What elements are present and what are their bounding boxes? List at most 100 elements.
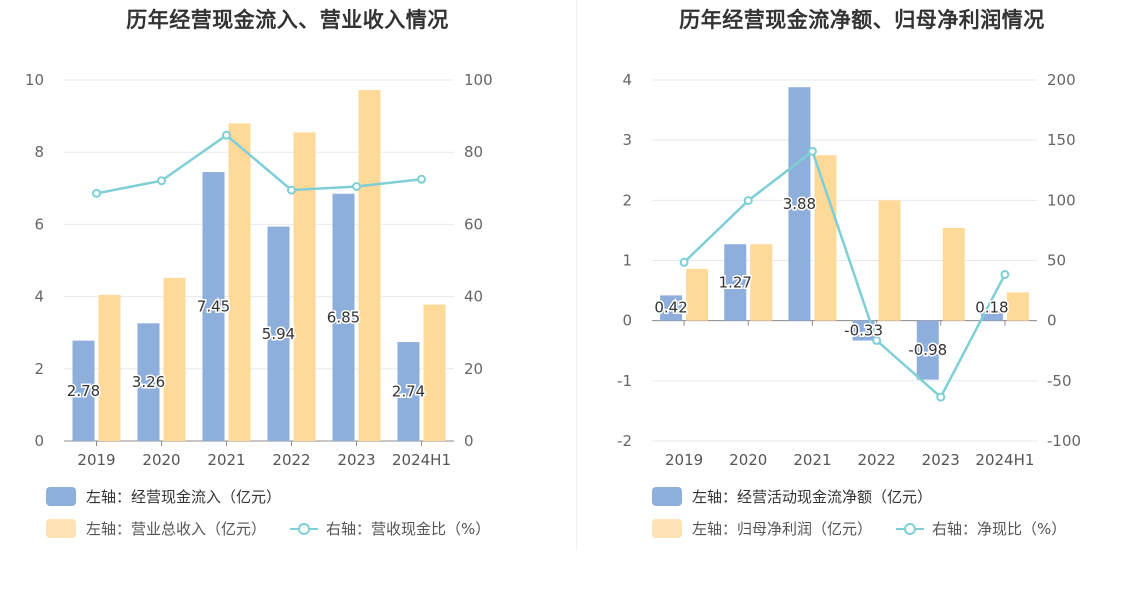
y-left-tick-label: -1 [617, 372, 632, 390]
bar-data-label: 3.26 [132, 373, 165, 391]
bar-blue [202, 172, 225, 441]
x-tick-label: 2023 [922, 451, 960, 469]
y-right-tick-label: -100 [1047, 432, 1081, 450]
legend-label-inflow: 左轴：经营现金流入（亿元） [86, 488, 282, 506]
legend-item-net-ratio[interactable]: 右轴：净现比（%） [896, 518, 1066, 539]
chart-panel-left: 历年经营现金流入、营业收入情况 0 2 4 6 8 10 0 20 40 60 80 100 2019 2… [25, 8, 514, 539]
legend-row-1-left: 左轴：经营现金流入（亿元） [46, 486, 305, 507]
bar-data-label: 2.74 [392, 383, 425, 401]
bar-orange [358, 90, 381, 441]
y-right-tick-label: 60 [464, 215, 483, 233]
legend-item-net-profit[interactable]: 左轴：归母净利润（亿元） [652, 518, 872, 539]
bar-orange [686, 268, 709, 321]
legend-swatch-orange [652, 519, 682, 538]
panel-divider [576, 0, 577, 550]
legend-item-ratio[interactable]: 右轴：营收现金比（%） [290, 518, 490, 539]
bar-data-label: -0.98 [908, 341, 947, 359]
legend-row-2-right: 左轴：归母净利润（亿元） 右轴：净现比（%） [652, 518, 1090, 539]
legend-label-net-ratio: 右轴：净现比（%） [932, 520, 1067, 538]
legend-item-inflow[interactable]: 左轴：经营现金流入（亿元） [46, 486, 281, 507]
bar-orange [942, 228, 965, 321]
bar-orange [293, 132, 316, 441]
bar-data-label: -0.33 [844, 322, 883, 340]
bar-data-label: 5.94 [262, 325, 295, 343]
chart-panel-right: 历年经营现金流净额、归母净利润情况 -2 -1 0 1 2 3 4 -100 -50 0 50 100… [577, 0, 1147, 589]
bar-blue [852, 320, 875, 341]
y-right-tick-label: 100 [1047, 191, 1076, 209]
x-tick-label: 2020 [142, 451, 180, 469]
y-right-tick-label: 40 [464, 288, 483, 306]
chart-title-left: 历年经营现金流入、营业收入情况 [126, 8, 449, 32]
ratio-point [287, 185, 296, 195]
legend-swatch-blue [46, 487, 76, 506]
bar-blue [724, 244, 747, 321]
ratio-point [872, 335, 882, 345]
x-tick-label: 2021 [793, 451, 831, 469]
bar-data-label: 3.88 [783, 195, 816, 213]
legend-row-2-left: 左轴：营业总收入（亿元） 右轴：营收现金比（%） [46, 518, 514, 539]
x-tick-label: 2021 [207, 451, 245, 469]
y-left-tick-label: 0 [34, 432, 44, 450]
bar-orange [878, 200, 901, 321]
bar-blue [397, 342, 420, 441]
legend-row-1-right: 左轴：经营活动现金流净额（亿元） [652, 486, 956, 507]
ratio-point [807, 146, 817, 156]
ratio-point [679, 257, 689, 267]
x-tick-label: 2020 [729, 451, 767, 469]
ratio-point [936, 392, 946, 402]
x-tick-label: 2023 [337, 451, 375, 469]
ratio-line [96, 133, 422, 195]
legend-line-icon [290, 519, 319, 538]
y-right-tick-label: 50 [1047, 252, 1066, 270]
x-tick-label: 2019 [665, 451, 703, 469]
y-left-tick-label: 4 [622, 71, 632, 89]
bar-orange [1006, 292, 1029, 321]
bar-orange [228, 123, 251, 441]
ratio-point [743, 196, 753, 206]
bar-blue [332, 193, 355, 441]
legend-label-net-cash: 左轴：经营活动现金流净额（亿元） [692, 488, 933, 506]
bar-blue [788, 87, 811, 321]
legend-swatch-blue [652, 487, 682, 506]
bar-orange [814, 155, 837, 321]
y-right-tick-label: 0 [464, 432, 474, 450]
bar-data-label: 1.27 [719, 273, 752, 291]
x-tick-label: 2019 [77, 451, 115, 469]
y-left-tick-label: -2 [617, 432, 632, 450]
bar-data-label: 2.78 [67, 382, 100, 400]
ratio-point [222, 130, 231, 140]
y-right-tick-label: 100 [464, 71, 493, 89]
bar-blue [137, 323, 160, 441]
y-left-tick-label: 3 [622, 131, 632, 149]
bar-blue [916, 320, 939, 380]
y-right-tick-label: -50 [1047, 372, 1072, 390]
bar-data-label: 6.85 [327, 308, 360, 326]
ratio-point [417, 174, 426, 184]
y-right-tick-label: 150 [1047, 131, 1076, 149]
y-left-tick-label: 8 [34, 143, 44, 161]
bar-orange [163, 277, 186, 441]
y-right-tick-label: 80 [464, 143, 483, 161]
y-left-tick-label: 10 [25, 71, 44, 89]
y-left-tick-label: 1 [622, 252, 632, 270]
y-right-tick-label: 0 [1047, 312, 1057, 330]
legend-item-revenue[interactable]: 左轴：营业总收入（亿元） [46, 518, 266, 539]
chart-title-right: 历年经营现金流净额、归母净利润情况 [679, 8, 1045, 32]
y-left-tick-label: 6 [34, 215, 44, 233]
legend-swatch-orange [46, 519, 76, 538]
y-right-tick-label: 20 [464, 360, 483, 378]
chart-right-svg: -2 -1 0 1 2 3 4 -100 -50 0 50 100 150 200 2019 2020 2021… [617, 71, 1081, 469]
legend-item-net-cash[interactable]: 左轴：经营活动现金流净额（亿元） [652, 486, 932, 507]
legend-label-ratio: 右轴：营收现金比（%） [326, 520, 491, 538]
bar-orange [98, 294, 121, 441]
y-right-tick-label: 200 [1047, 71, 1076, 89]
bar-orange [423, 304, 446, 441]
x-tick-label: 2022 [857, 451, 895, 469]
y-left-tick-label: 2 [622, 191, 632, 209]
ratio-point [352, 181, 361, 191]
ratio-point [1000, 269, 1010, 279]
legend-line-icon [896, 519, 925, 538]
bar-blue [72, 340, 95, 441]
ratio-point [157, 176, 166, 186]
